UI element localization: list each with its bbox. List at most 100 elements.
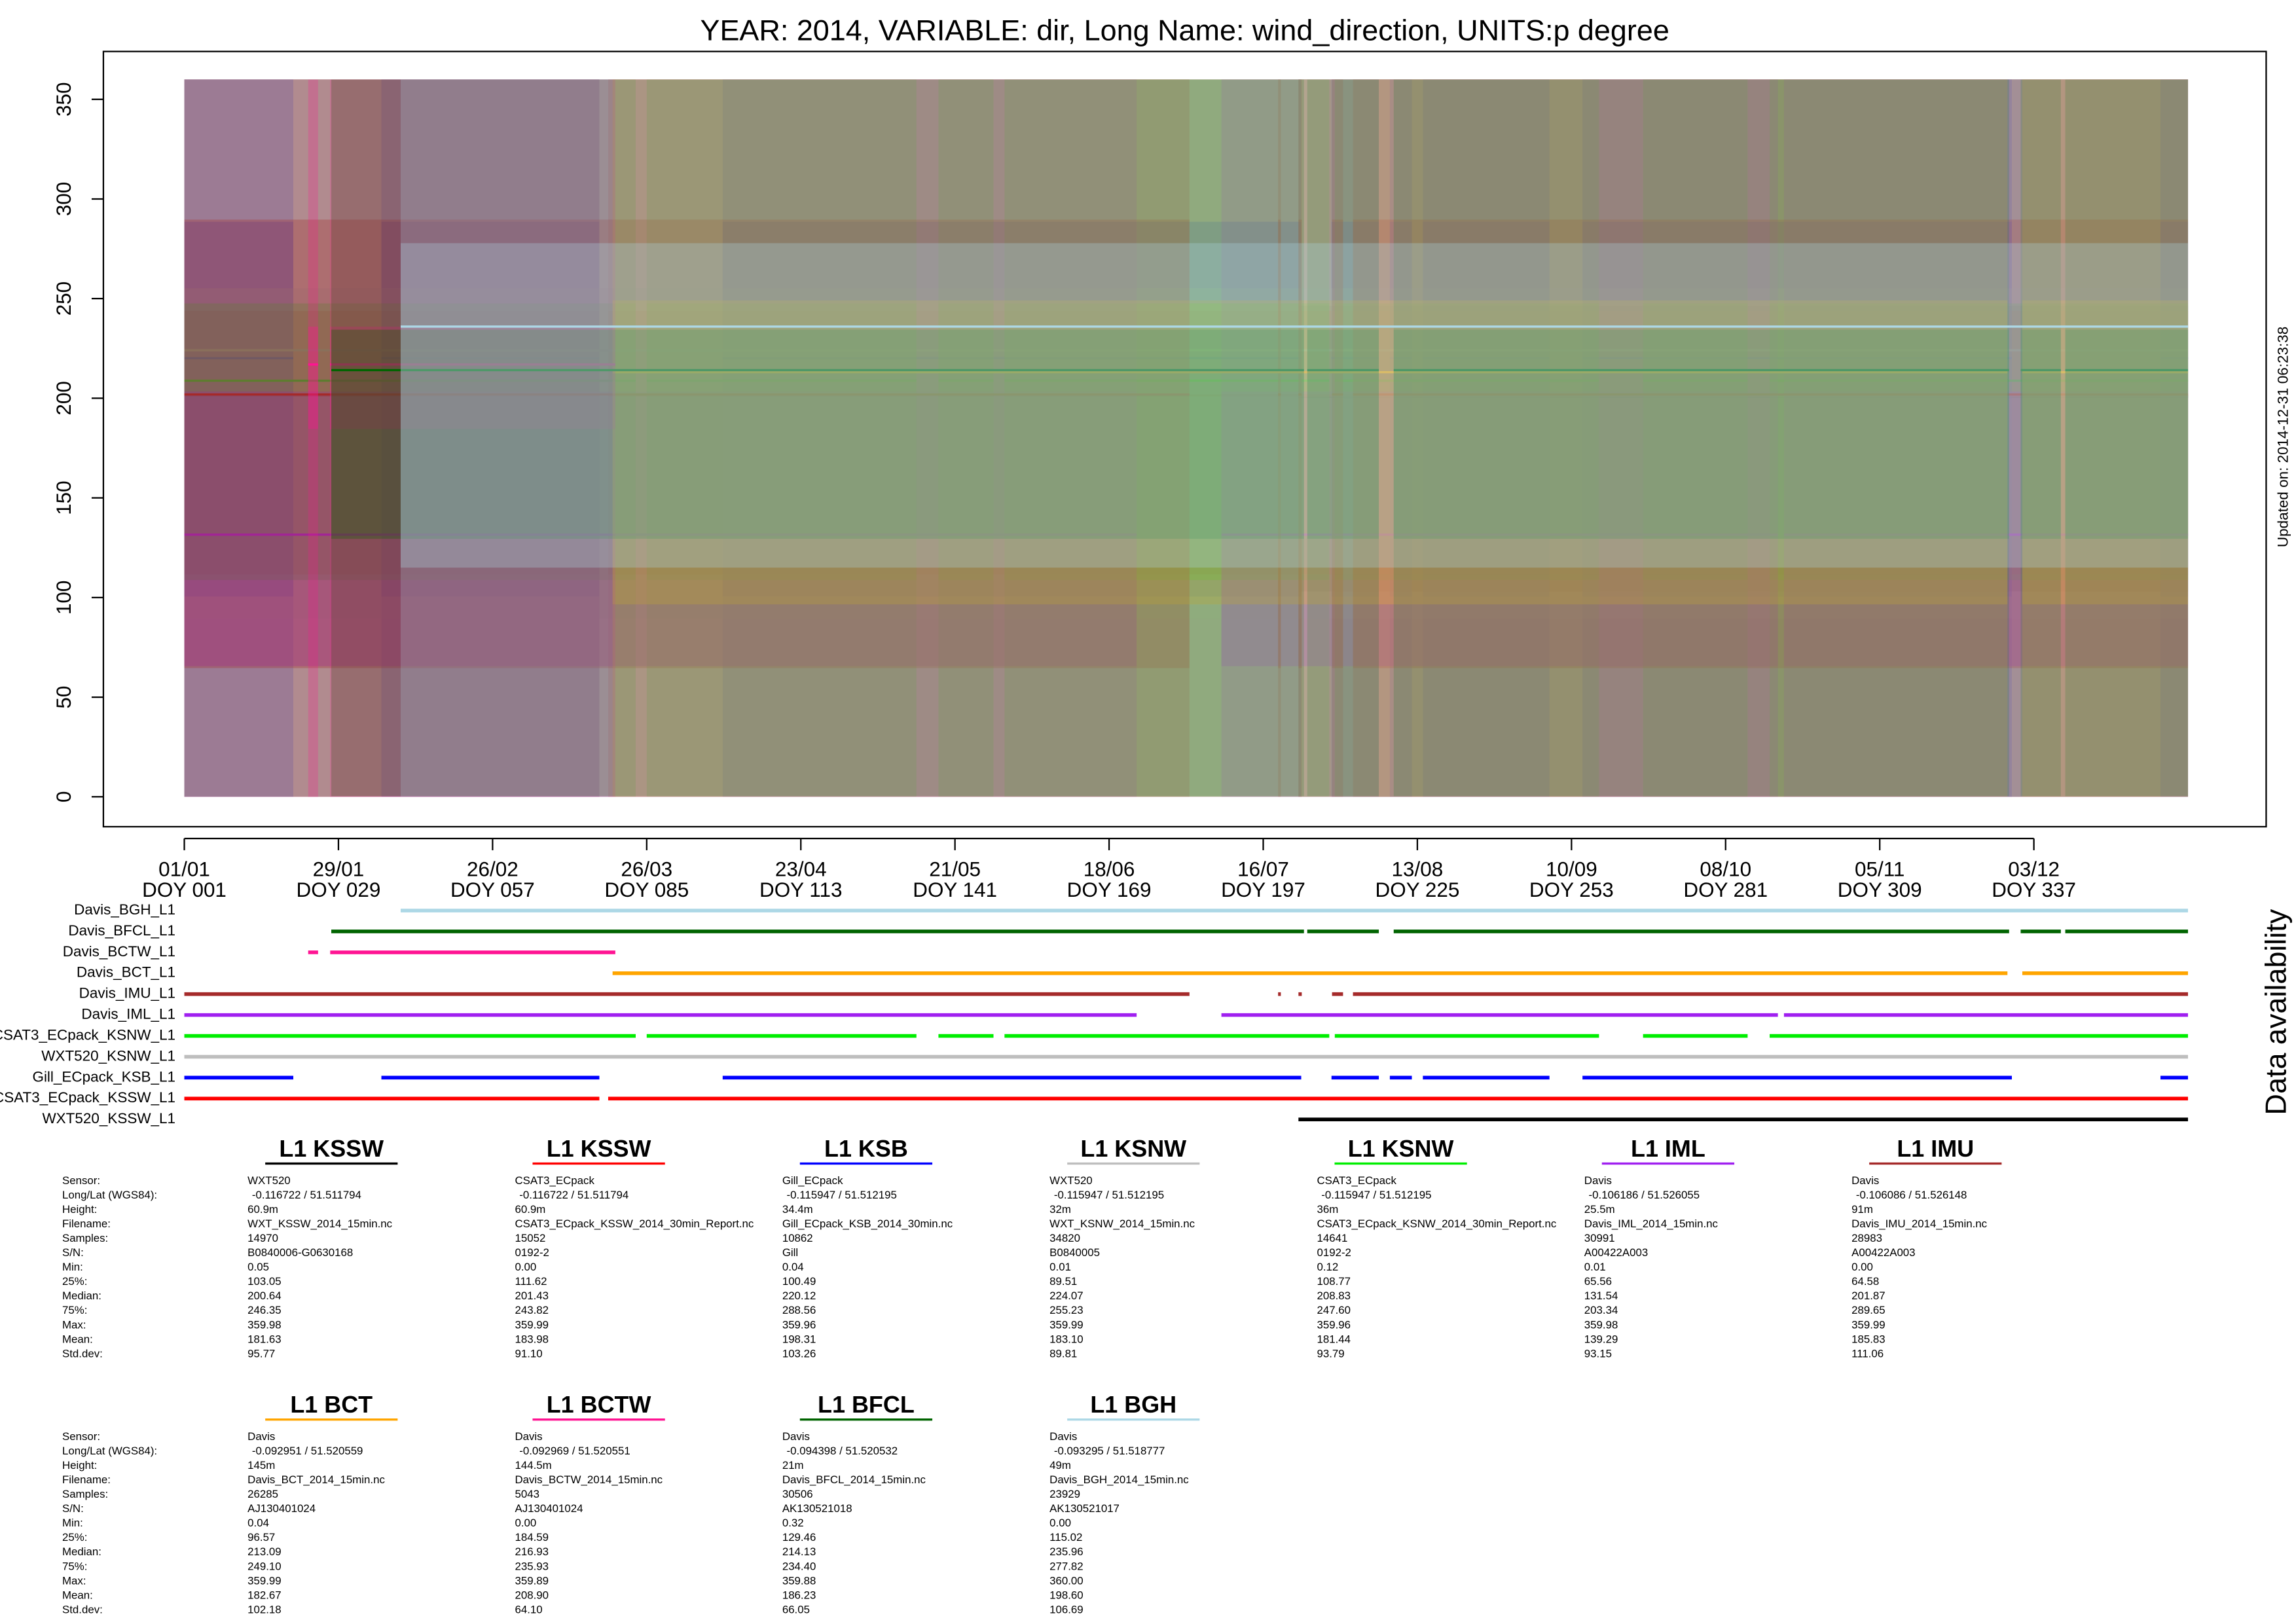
stat-label: Long/Lat (WGS84): [62, 1189, 157, 1201]
sensor-title: L1 KSSW [279, 1135, 384, 1162]
sensor-value: Davis_IMU_2014_15min.nc [1851, 1218, 1987, 1230]
sensor-value: A00422A003 [1584, 1246, 1648, 1259]
availability-label: Davis_BCTW_L1 [63, 943, 175, 960]
quartile-band [2065, 329, 2189, 539]
sensor-value: 359.89 [515, 1574, 549, 1587]
sensor-value: 181.63 [247, 1333, 282, 1345]
range-band [331, 79, 1304, 797]
sensor-title: L1 KSB [824, 1135, 908, 1162]
sensor-value: 359.96 [1317, 1318, 1351, 1331]
range-band [2022, 79, 2189, 797]
sensor-value: 359.98 [1584, 1318, 1618, 1331]
stat-label: 25%: [62, 1531, 87, 1543]
sensor-value: 91m [1851, 1203, 1873, 1216]
stat-label: Filename: [62, 1218, 111, 1230]
sensor-value: 103.26 [782, 1347, 816, 1360]
updated-note: Updated on: 2014-12-31 06:23:38 [2274, 327, 2291, 547]
stat-label: Median: [62, 1545, 101, 1558]
sensor-value: 184.59 [515, 1531, 549, 1543]
sensor-title: L1 BFCL [818, 1391, 915, 1418]
sensor-value: 66.05 [782, 1603, 810, 1615]
y-tick-label: 250 [52, 281, 75, 316]
sensor-value: 0.00 [515, 1517, 536, 1529]
sensor-value: 0.00 [1851, 1261, 1873, 1273]
sensor-value: 208.90 [515, 1589, 549, 1601]
range-band [1307, 79, 1379, 797]
x-tick-label: 21/05 [929, 858, 981, 881]
y-tick-label: 0 [52, 791, 75, 803]
quartile-band [184, 310, 600, 575]
range-band [1298, 79, 2189, 797]
sensor-value: 34820 [1049, 1232, 1080, 1244]
sensor-value: 235.93 [515, 1560, 549, 1572]
y-tick-label: 150 [52, 480, 75, 514]
quartile-band [184, 219, 1190, 668]
sensor-value: 359.98 [247, 1318, 282, 1331]
x-tick-label: 18/06 [1084, 858, 1135, 881]
sensor-value: 108.77 [1317, 1275, 1351, 1288]
sensor-value: 0.00 [1049, 1517, 1071, 1529]
sensor-value: 216.93 [515, 1545, 549, 1558]
sensor-value: -0.115947 / 51.512195 [1054, 1189, 1164, 1201]
stat-label: 75%: [62, 1560, 87, 1572]
sensor-value: CSAT3_ECpack [1317, 1174, 1396, 1187]
quartile-band [1221, 391, 1778, 666]
stat-label: S/N: [62, 1246, 84, 1259]
sensor-value: -0.115947 / 51.512195 [787, 1189, 897, 1201]
sensor-value: 0.05 [247, 1261, 269, 1273]
sensor-value: 185.83 [1851, 1333, 1886, 1345]
range-band [1643, 79, 1748, 797]
sensor-value: A00422A003 [1851, 1246, 1915, 1259]
y-tick-label: 50 [52, 686, 75, 709]
range-band [2020, 79, 2061, 797]
range-band [1393, 79, 2009, 797]
sensor-value: 214.13 [782, 1545, 816, 1558]
stat-label: Sensor: [62, 1430, 100, 1443]
sensor-value: 93.15 [1584, 1347, 1612, 1360]
stat-label: Height: [62, 1203, 97, 1216]
range-band [1004, 79, 1330, 797]
x-tick-label: 05/11 [1855, 858, 1904, 881]
range-band [1783, 79, 2189, 797]
availability-label: WXT520_KSNW_L1 [41, 1047, 175, 1064]
quartile-band [1353, 219, 2189, 668]
sensor-value: 220.12 [782, 1290, 816, 1302]
range-band [1221, 79, 1778, 797]
sensor-value: AK130521018 [782, 1502, 852, 1515]
sensor-value: 91.10 [515, 1347, 542, 1360]
sensor-value: 201.43 [515, 1290, 549, 1302]
sensor-value: 198.60 [1049, 1589, 1084, 1601]
sensor-value: WXT520 [247, 1174, 291, 1187]
sensor-value: 186.23 [782, 1589, 816, 1601]
y-tick-label: 350 [52, 82, 75, 116]
sensor-value: -0.094398 / 51.520532 [787, 1445, 898, 1457]
quartile-band [184, 391, 1137, 666]
sensor-value: 277.82 [1049, 1560, 1084, 1572]
stat-label: Std.dev: [62, 1347, 103, 1360]
sensor-value: CSAT3_ECpack_KSNW_2014_30min_Report.nc [1317, 1218, 1556, 1230]
sensor-value: 129.46 [782, 1531, 816, 1543]
sensor-value: 213.09 [247, 1545, 282, 1558]
sensor-value: 30506 [782, 1488, 813, 1500]
sensor-value: 111.62 [515, 1275, 547, 1288]
range-band [184, 79, 600, 797]
sensor-value: -0.106186 / 51.526055 [1589, 1189, 1700, 1201]
quartile-band [1298, 306, 2189, 592]
sensor-value: Davis [1851, 1174, 1879, 1187]
sensor-value: Davis [782, 1430, 810, 1443]
quartile-band [1332, 219, 1343, 668]
sensor-value: 60.9m [247, 1203, 278, 1216]
stat-label: Min: [62, 1261, 83, 1273]
sensor-value: 243.82 [515, 1304, 549, 1316]
stat-label: Std.dev: [62, 1603, 103, 1615]
sensor-value: -0.092951 / 51.520559 [252, 1445, 363, 1457]
sensor-value: 144.5m [515, 1459, 551, 1471]
sensor-value: 89.81 [1049, 1347, 1077, 1360]
x-tick-label: 03/12 [2008, 858, 2060, 881]
sensor-value: 0.04 [247, 1517, 269, 1529]
range-band [1278, 79, 1281, 797]
stat-label: Max: [62, 1318, 86, 1331]
sensor-value: 198.31 [782, 1333, 816, 1345]
sensor-value: Davis [1049, 1430, 1077, 1443]
sensor-value: 0.01 [1584, 1261, 1606, 1273]
